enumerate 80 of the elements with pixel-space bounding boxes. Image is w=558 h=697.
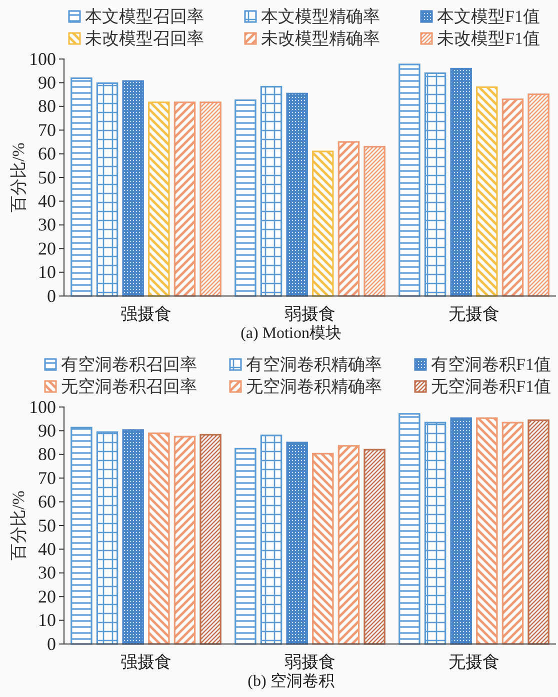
bar bbox=[260, 434, 282, 645]
y-tick-label: 70 bbox=[38, 120, 56, 140]
bar bbox=[528, 94, 550, 297]
bar bbox=[338, 141, 360, 297]
y-tick-label: 30 bbox=[38, 214, 56, 235]
bar bbox=[122, 80, 144, 297]
legend-label: 本文模型召回率 bbox=[85, 7, 204, 26]
bar bbox=[174, 102, 196, 297]
bar bbox=[260, 86, 282, 297]
bar bbox=[364, 448, 386, 645]
bar bbox=[96, 82, 118, 297]
legend-label: 有空洞卷积F1值 bbox=[431, 355, 551, 374]
x-tick-label: 强摄食 bbox=[120, 652, 172, 672]
bar bbox=[450, 417, 472, 645]
bar bbox=[398, 413, 420, 645]
y-axis-title: 百分比/% bbox=[9, 490, 28, 560]
y-tick-label: 60 bbox=[38, 144, 56, 164]
y-tick-label: 40 bbox=[38, 190, 56, 211]
y-tick-label: 40 bbox=[38, 538, 56, 559]
y-tick-label: 100 bbox=[29, 48, 56, 69]
y-tick-label: 0 bbox=[47, 286, 56, 306]
bar bbox=[122, 429, 144, 645]
bar bbox=[312, 150, 334, 297]
x-tick-label: 弱摄食 bbox=[284, 304, 336, 324]
bar bbox=[476, 86, 498, 297]
y-tick-label: 80 bbox=[38, 96, 56, 116]
bar bbox=[286, 442, 308, 645]
y-tick-label: 10 bbox=[38, 610, 56, 630]
bar bbox=[96, 431, 118, 645]
legend-label: 无空洞卷积召回率 bbox=[61, 377, 197, 396]
bar bbox=[234, 448, 256, 645]
bar bbox=[450, 68, 472, 297]
legend-label: 有空洞卷积召回率 bbox=[61, 355, 197, 374]
legend-label: 未改模型召回率 bbox=[85, 29, 204, 48]
y-tick-label: 50 bbox=[38, 167, 56, 188]
text: (a) Motion模块 bbox=[240, 324, 342, 342]
x-tick-label: 无摄食 bbox=[448, 652, 500, 672]
legend-label: 未改模型精确率 bbox=[261, 29, 380, 48]
x-tick-label: 弱摄食 bbox=[284, 652, 336, 672]
legend-label: 有空洞卷积精确率 bbox=[246, 355, 382, 374]
bar bbox=[424, 422, 446, 645]
bar bbox=[338, 445, 360, 645]
y-tick-label: 90 bbox=[38, 72, 56, 92]
bar bbox=[286, 92, 308, 297]
y-axis-title: 百分比/% bbox=[9, 142, 28, 212]
y-tick-label: 20 bbox=[38, 586, 56, 606]
bar bbox=[234, 99, 256, 297]
y-tick-label: 100 bbox=[29, 396, 56, 417]
text: (b) 空洞卷积 bbox=[248, 672, 334, 690]
bar bbox=[364, 146, 386, 297]
y-tick-label: 50 bbox=[38, 515, 56, 536]
bar bbox=[70, 77, 92, 297]
bar bbox=[174, 436, 196, 645]
x-tick-label: 强摄食 bbox=[120, 304, 172, 324]
bar bbox=[528, 419, 550, 645]
y-tick-label: 30 bbox=[38, 562, 56, 583]
y-tick-label: 80 bbox=[38, 444, 56, 464]
x-tick-label: 无摄食 bbox=[448, 304, 500, 324]
bar bbox=[502, 98, 524, 297]
bar bbox=[148, 102, 170, 297]
bar bbox=[312, 452, 334, 645]
y-tick-label: 0 bbox=[47, 634, 56, 654]
legend-label: 本文模型F1值 bbox=[437, 7, 540, 26]
legend-label: 未改模型F1值 bbox=[437, 29, 540, 48]
legend-label: 本文模型精确率 bbox=[261, 7, 380, 26]
y-tick-label: 60 bbox=[38, 492, 56, 512]
bar bbox=[398, 64, 420, 297]
y-tick-label: 70 bbox=[38, 468, 56, 488]
legend-label: 无空洞卷积精确率 bbox=[246, 377, 382, 396]
y-tick-label: 20 bbox=[38, 238, 56, 258]
legend-label: 无空洞卷积F1值 bbox=[431, 377, 551, 396]
bar bbox=[200, 102, 222, 297]
bar bbox=[70, 426, 92, 645]
bar bbox=[502, 422, 524, 645]
bar bbox=[200, 434, 222, 645]
bar bbox=[476, 417, 498, 645]
y-tick-label: 90 bbox=[38, 420, 56, 440]
bar bbox=[424, 72, 446, 297]
bar bbox=[148, 432, 170, 645]
y-tick-label: 10 bbox=[38, 262, 56, 282]
